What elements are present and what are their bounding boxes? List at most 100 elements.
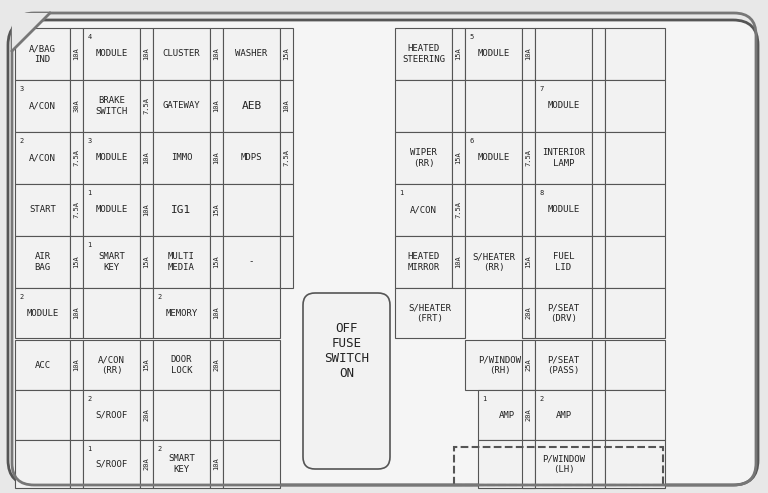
Bar [605,184,665,236]
Bar [15,340,70,390]
Text: 1: 1 [88,446,92,452]
Bar [83,28,140,80]
Bar [15,288,70,338]
Bar [454,447,663,485]
Text: MEMORY: MEMORY [165,309,197,317]
Bar [140,28,153,80]
Text: MODULE: MODULE [95,153,127,163]
Bar [280,236,293,288]
Text: 1: 1 [399,190,404,196]
Bar [223,340,280,390]
Bar [465,340,535,390]
Text: A/CON: A/CON [29,102,56,110]
Bar [280,184,293,236]
Bar [15,440,70,488]
Text: WIPER
(RR): WIPER (RR) [410,148,437,168]
Text: 15A: 15A [144,358,150,371]
Bar [210,184,223,236]
Text: MODULE: MODULE [478,153,510,163]
Bar [83,184,140,236]
Bar [83,440,140,488]
Bar [83,236,140,288]
Bar [210,288,223,338]
Bar [70,184,83,236]
Text: P/WINDOW
(RH): P/WINDOW (RH) [478,355,521,375]
Bar [465,80,522,132]
Bar [395,132,452,184]
Text: HEATED
STEERING: HEATED STEERING [402,44,445,64]
Bar [223,80,280,132]
Text: 15A: 15A [455,152,462,164]
Bar [465,184,522,236]
Bar [535,288,592,338]
Bar [592,184,605,236]
Text: HEATED
MIRROR: HEATED MIRROR [407,252,439,272]
Bar [223,236,280,288]
Bar [592,288,605,338]
Bar [140,390,153,440]
Bar [592,236,605,288]
Text: 7: 7 [540,86,544,92]
Bar [15,132,70,184]
Bar [605,28,665,80]
Bar [605,236,665,288]
Bar [70,236,83,288]
Text: 20A: 20A [525,409,531,422]
Bar [478,440,535,488]
Text: OFF
FUSE
SWITCH
ON: OFF FUSE SWITCH ON [324,322,369,380]
Bar [153,184,210,236]
Bar [522,340,535,390]
Text: MULTI
MEDIA: MULTI MEDIA [168,252,195,272]
Bar [223,28,280,80]
Bar [83,340,140,390]
Text: 15A: 15A [455,48,462,60]
Text: A/CON
(RR): A/CON (RR) [98,355,125,375]
Text: S/HEATER
(RR): S/HEATER (RR) [472,252,515,272]
Text: 10A: 10A [214,152,220,164]
Bar [522,132,535,184]
Bar [395,236,452,288]
Bar [535,184,592,236]
Bar [535,340,592,390]
Bar [140,80,153,132]
Text: 5: 5 [469,34,474,40]
FancyBboxPatch shape [8,20,758,485]
Bar [535,390,592,440]
Bar [83,132,140,184]
Bar [70,28,83,80]
Text: 10A: 10A [455,256,462,268]
Text: 15A: 15A [214,256,220,268]
Text: 10A: 10A [214,307,220,319]
Text: 1: 1 [88,190,92,196]
Text: 20A: 20A [525,307,531,319]
Text: 10A: 10A [525,48,531,60]
Bar [522,80,535,132]
Text: 7.5A: 7.5A [74,202,80,218]
Text: P/SEAT
(DRV): P/SEAT (DRV) [548,303,580,323]
Bar [522,440,535,488]
Bar [452,28,465,80]
Bar [153,236,210,288]
Bar [140,340,153,390]
Text: 2: 2 [19,294,24,300]
Bar [70,80,83,132]
Text: 7.5A: 7.5A [74,149,80,167]
Text: P/WINDOW
(LH): P/WINDOW (LH) [542,455,585,474]
Text: IMMO: IMMO [170,153,192,163]
Text: 10A: 10A [283,100,290,112]
Polygon shape [12,13,50,51]
Text: 20A: 20A [144,409,150,422]
Bar [210,236,223,288]
Text: MDPS: MDPS [240,153,262,163]
Bar [535,132,592,184]
Text: FUEL
LID: FUEL LID [553,252,574,272]
Bar [140,288,153,338]
Bar [15,80,70,132]
Text: 2: 2 [157,294,162,300]
Bar [592,80,605,132]
Bar [452,236,465,288]
Text: 1: 1 [482,396,487,402]
Text: 6: 6 [469,138,474,144]
Text: 10A: 10A [74,358,80,371]
Text: INTERIOR
LAMP: INTERIOR LAMP [542,148,585,168]
